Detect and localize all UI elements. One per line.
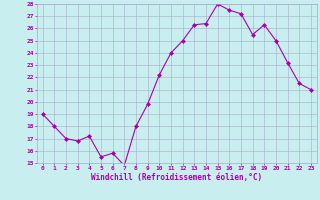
X-axis label: Windchill (Refroidissement éolien,°C): Windchill (Refroidissement éolien,°C) [91,173,262,182]
